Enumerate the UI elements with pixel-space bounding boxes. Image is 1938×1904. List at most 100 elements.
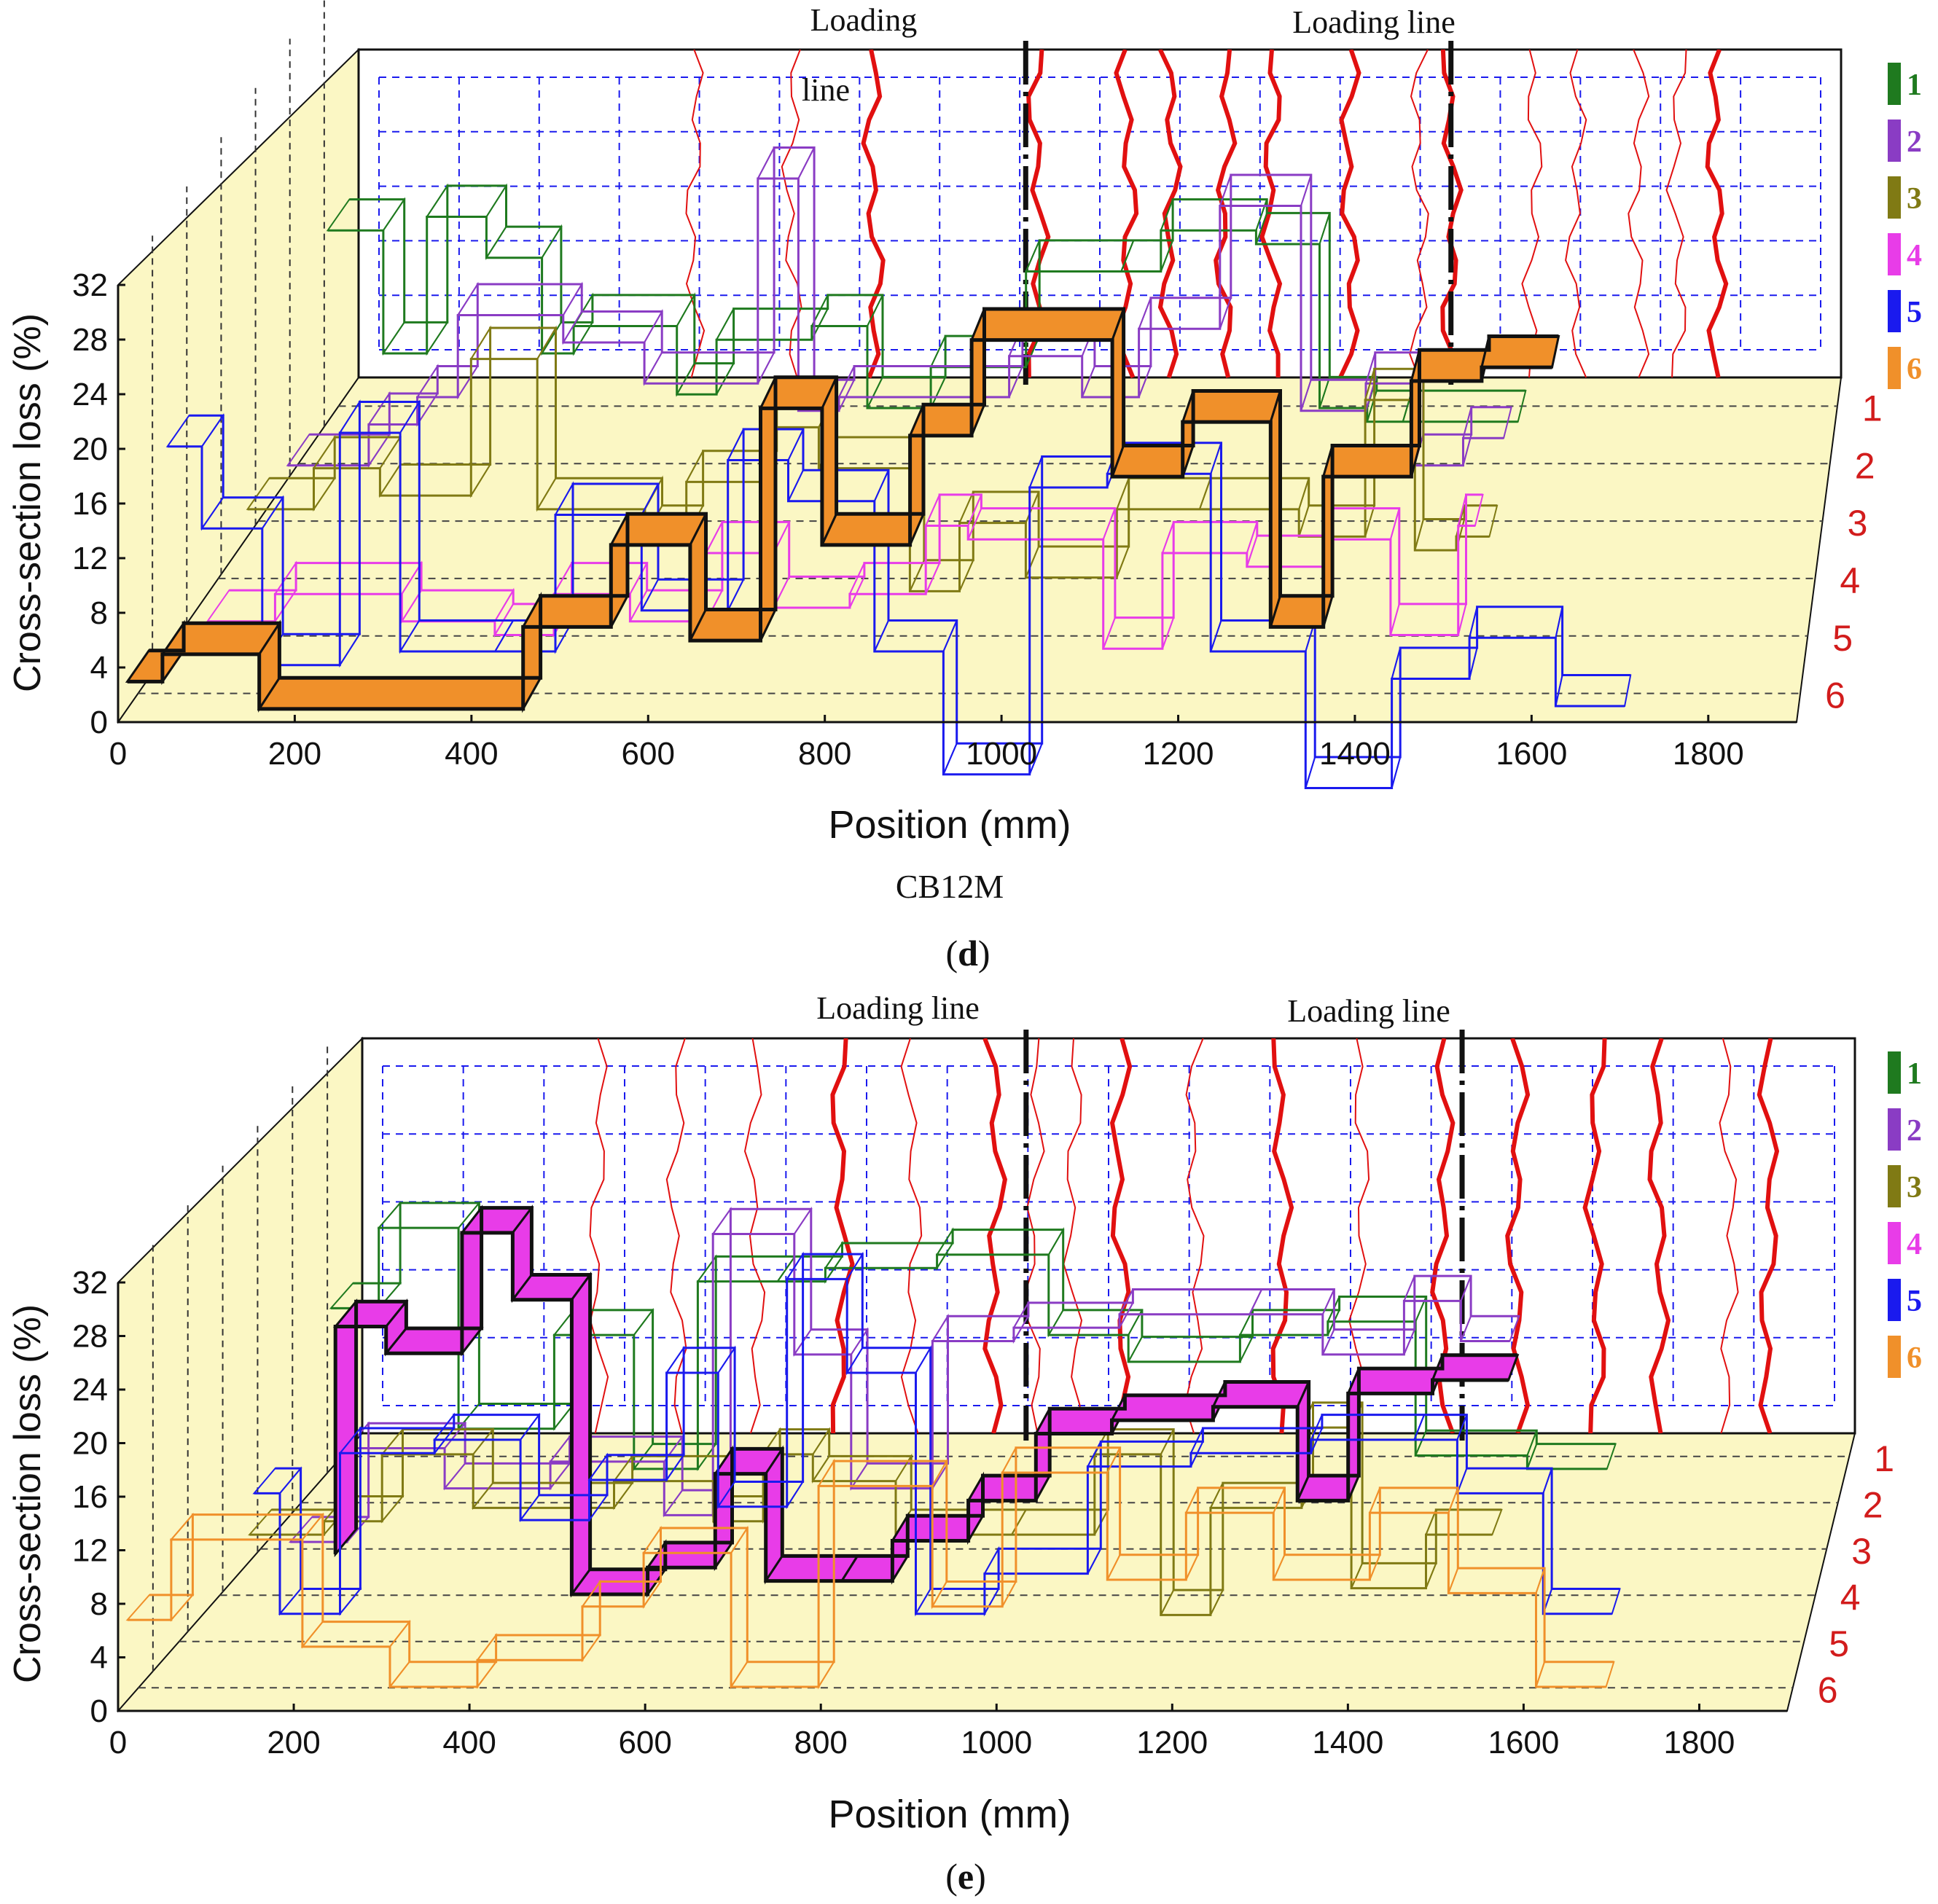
series-6-segment <box>1001 1446 1122 1473</box>
series-5-segment <box>1189 1427 1324 1454</box>
series-2-segment <box>1219 174 1313 207</box>
crack-line <box>589 1038 609 1433</box>
depth-label: 5 <box>1832 618 1853 659</box>
legend-swatch <box>1888 1279 1901 1321</box>
legend-swatch <box>1888 1165 1901 1207</box>
series-6-segment <box>1321 444 1421 478</box>
x-tick-label: 0 <box>109 1725 127 1760</box>
crack-line <box>900 1038 923 1433</box>
series-5-segment <box>1456 1468 1553 1494</box>
series-2-segment <box>797 147 816 412</box>
series-6-segment <box>730 1525 749 1690</box>
legend-label: 6 <box>1907 353 1922 386</box>
series-4-segment <box>1431 1354 1520 1382</box>
series-6-segment <box>1181 390 1282 423</box>
series-2-segment <box>643 351 775 385</box>
series-5-segment <box>873 619 958 652</box>
y-tick-label: 16 <box>72 1479 108 1515</box>
x-tick-label: 600 <box>622 736 675 772</box>
crack-line <box>685 50 706 378</box>
depth-label: 2 <box>1863 1484 1883 1525</box>
series-6-segment <box>1410 348 1490 383</box>
panel-e-back-wall <box>361 1037 1856 1435</box>
depth-label: 3 <box>1848 503 1868 544</box>
series-5-segment <box>1468 606 1563 639</box>
x-tick-label: 800 <box>794 1725 847 1760</box>
series-6-segment <box>642 1527 749 1554</box>
series-6-segment <box>1106 1554 1200 1580</box>
legend-label: 5 <box>1907 296 1922 329</box>
panel-d-x-label: Position (mm) <box>828 803 1071 847</box>
x-tick-label: 200 <box>267 1725 320 1760</box>
panel-d-loading-label-1a: Loading <box>810 2 918 38</box>
panel-e-ticks: 0 200 400 600 800 1000 1200 1400 1600 1800 0 4 8 12 16… <box>72 1265 1735 1760</box>
series-5-segment <box>1555 674 1632 707</box>
series-1-segment <box>935 1229 1065 1255</box>
legend-label: 6 <box>1907 1341 1922 1375</box>
panel-d-caption: (d) <box>945 933 990 973</box>
panel-e-back-grid <box>382 1065 1835 1406</box>
series-6-segment <box>1480 335 1560 369</box>
crack-line <box>1757 1038 1780 1433</box>
series-1-front-edge <box>327 216 1518 423</box>
series-5-front-edge <box>254 1277 1612 1615</box>
legend-label: 2 <box>1907 125 1922 159</box>
series-4-segment <box>1389 603 1467 636</box>
x-tick-label: 1200 <box>1143 736 1214 772</box>
series-5-segment <box>339 1426 362 1616</box>
series-6-segment <box>969 307 1125 342</box>
series-2-segment <box>1012 1301 1135 1329</box>
crack-line <box>1628 50 1650 378</box>
legend-swatch <box>1888 1051 1901 1094</box>
series-2-segment <box>1459 1315 1520 1342</box>
series-6 <box>125 1446 1615 1690</box>
crack-line <box>1338 50 1361 379</box>
series-6 <box>125 307 1560 713</box>
depth-label: 4 <box>1840 560 1860 601</box>
panel-d-loading-label-1b: line <box>802 72 850 108</box>
y-tick-label: 8 <box>90 1586 108 1622</box>
y-tick-label: 20 <box>72 1426 108 1462</box>
x-tick-label: 1400 <box>1312 1725 1383 1760</box>
series-4-segment <box>1346 1367 1445 1395</box>
series-5-segment <box>717 1345 736 1510</box>
series-6-back-edge <box>149 1446 1614 1664</box>
series-4-segment <box>570 1271 592 1598</box>
depth-label: 6 <box>1825 675 1845 716</box>
legend-swatch <box>1888 63 1901 105</box>
crack-line <box>1665 50 1687 378</box>
series-4-segment <box>1246 535 1334 568</box>
y-tick-label: 28 <box>72 1319 108 1355</box>
series-5-front-edge <box>167 431 1625 789</box>
panel-e: 0 200 400 600 800 1000 1200 1400 1600 18000481216… <box>7 990 1922 1897</box>
legend-swatch <box>1888 1336 1901 1378</box>
series-1-front-edge <box>331 1226 1607 1470</box>
crack-line <box>1270 1038 1294 1433</box>
crack-line <box>743 1038 766 1433</box>
y-tick-label: 20 <box>72 431 108 467</box>
panel-d-legend: 1 2 3 4 5 6 <box>1888 63 1922 389</box>
panel-e-depth-labels: 1 2 3 4 5 6 <box>1818 1438 1894 1711</box>
series-1-segment <box>1025 239 1135 273</box>
panel-d-depth-labels: 1 2 3 4 5 6 <box>1825 388 1883 716</box>
series-6-segment <box>169 1513 324 1540</box>
panel-e-loading-label-1: Loading line <box>816 990 980 1026</box>
series-5-back-edge <box>275 1253 1620 1590</box>
legend-swatch <box>1888 120 1901 162</box>
depth-label: 2 <box>1855 445 1875 486</box>
x-tick-label: 1600 <box>1488 1725 1559 1760</box>
crack-line <box>1719 1038 1739 1433</box>
crack-line <box>1024 1038 1045 1433</box>
series-1-back-edge <box>349 184 1526 392</box>
y-tick-label: 24 <box>72 1372 108 1408</box>
series-1-segment <box>1127 1336 1254 1363</box>
x-tick-label: 400 <box>442 1725 496 1760</box>
series-2-segment <box>757 147 775 384</box>
y-tick-label: 24 <box>72 377 108 412</box>
y-tick-label: 4 <box>90 650 108 686</box>
series-6-segment <box>759 377 777 641</box>
series-6-segment <box>1368 1486 1459 1514</box>
series-6-front-edge <box>127 1471 1606 1688</box>
series-6-front-edge <box>127 338 1552 711</box>
crack-line <box>982 1038 1007 1433</box>
